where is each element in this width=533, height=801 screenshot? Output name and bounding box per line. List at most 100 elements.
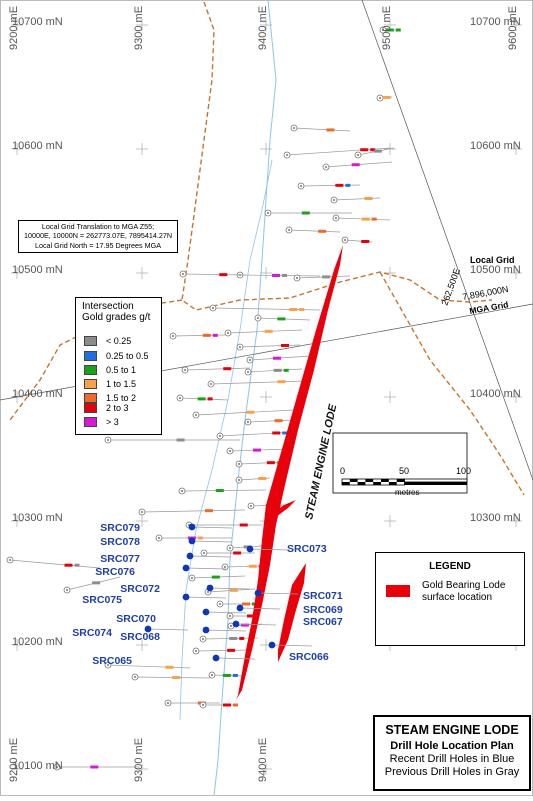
previous-drill-hole [209, 304, 321, 312]
drill-hole-label: SRC073 [287, 543, 327, 555]
grade-intercept [229, 636, 238, 640]
grid-cross [11, 143, 23, 155]
grid-label-10100-left: 10100 mN [12, 760, 63, 772]
grade-intercept [282, 273, 287, 277]
drill-trace [300, 184, 361, 187]
legend-item-label: < 0.25 [106, 336, 132, 346]
track-north-line [181, 1, 493, 311]
recent-drill-hole: SRC065 [92, 654, 257, 667]
previous-drill-hole [226, 612, 258, 620]
previous-drill-hole [376, 94, 393, 102]
grade-intercept [227, 648, 236, 652]
grade-intercept [277, 380, 286, 384]
grade-intercept [289, 308, 298, 311]
drill-trace [205, 629, 247, 632]
recent-drill-hole: SRC072 [120, 583, 251, 595]
grade-intercept [176, 438, 185, 442]
previous-drill-hole [104, 661, 191, 669]
grade-intercept [197, 536, 203, 540]
collar-dot [219, 435, 221, 437]
scale-tick-50: 50 [399, 466, 409, 476]
previous-drill-hole [138, 508, 246, 516]
recent-drill-hole: SRC066 [268, 641, 329, 663]
previous-drill-hole [63, 576, 121, 594]
collar-dot [325, 166, 327, 168]
collar-dot [203, 552, 205, 554]
recent-drill-hole: SRC071 [254, 589, 343, 602]
previous-drill-hole [283, 147, 391, 159]
previous-drill-hole [264, 209, 352, 217]
collar-dot [227, 332, 229, 334]
previous-drill-hole [176, 394, 229, 402]
drill-hole-label: SRC079 [100, 522, 140, 534]
collar-symbol [188, 537, 196, 545]
scale-bar-segment [373, 482, 381, 485]
drill-trace [185, 567, 227, 570]
previous-drill-hole [236, 271, 321, 279]
previous-drill-hole [188, 574, 246, 582]
collar-dot [335, 217, 337, 219]
scale-bar-segment [404, 478, 468, 483]
drill-trace [215, 657, 257, 660]
intersection-grade-legend-cont: 2 to 3 > 3 [75, 403, 162, 435]
legend-item-label: 1 to 1.5 [106, 379, 137, 389]
grade-intercept [273, 368, 282, 372]
previous-drill-hole [208, 671, 246, 679]
scale-bar-segment [342, 482, 350, 485]
grid-cross [510, 391, 522, 403]
grade-intercept [212, 333, 218, 337]
previous-drill-hole [53, 763, 140, 771]
collar-symbol [236, 604, 244, 612]
grid-label-9400-bottom: 9400 mE [257, 738, 269, 782]
scale-bar-segment [396, 479, 405, 482]
collar-symbol [206, 584, 214, 592]
previous-drill-hole [379, 26, 401, 34]
legend-swatch [84, 379, 97, 389]
lode-east-shape [278, 563, 306, 662]
grade-intercept [282, 431, 288, 435]
drill-trace [249, 548, 291, 551]
grade-intercept [385, 28, 394, 32]
scale-bar-segment [349, 479, 358, 482]
scale-unit: metres [395, 488, 419, 497]
legend-item: < 0.25 [84, 336, 131, 346]
drill-hole-label: SRC067 [303, 616, 343, 628]
recent-drill-hole: SRC069 [236, 604, 343, 616]
previous-drill-hole [179, 270, 246, 278]
collar-symbol [188, 523, 196, 531]
grade-intercept [207, 397, 213, 401]
collar-dot [249, 359, 251, 361]
collar-symbol [202, 626, 210, 634]
legend-item: 1.5 to 2 [84, 393, 136, 403]
previous-drill-hole [236, 343, 301, 351]
grid-cross [136, 763, 148, 775]
collar-dot [202, 638, 204, 640]
grade-intercept [361, 217, 370, 221]
drill-trace [205, 611, 247, 614]
lode-legend-line2: surface location [422, 592, 493, 603]
grid-cross [136, 515, 148, 527]
grade-intercept [395, 28, 401, 32]
collar-dot [357, 154, 359, 156]
grade-intercept [272, 431, 281, 435]
grade-intercept [215, 489, 224, 493]
grid-label-10500-left: 10500 mN [12, 264, 63, 276]
grade-intercept [246, 410, 255, 414]
legend-item-label: 0.5 to 1 [106, 365, 137, 375]
collar-dot [267, 212, 269, 214]
grid-note-line: 10000E, 10000N = 262773.07E, 7895414.27N [23, 231, 173, 241]
recent-drill-hole: SRC078 [100, 536, 233, 548]
collar-dot [293, 127, 295, 129]
scale-bar-segment [388, 482, 397, 485]
grade-intercept [242, 602, 250, 606]
collar-dot [212, 307, 214, 309]
collar-dot [239, 346, 241, 348]
previous-drill-hole [192, 409, 296, 419]
grid-cross [136, 19, 148, 31]
lode-legend-text: Gold Bearing Lode surface location [422, 580, 505, 604]
previous-drill-hole [226, 544, 263, 552]
collar-dot [288, 229, 290, 231]
grid-cross [11, 515, 23, 527]
grade-intercept [74, 563, 80, 567]
